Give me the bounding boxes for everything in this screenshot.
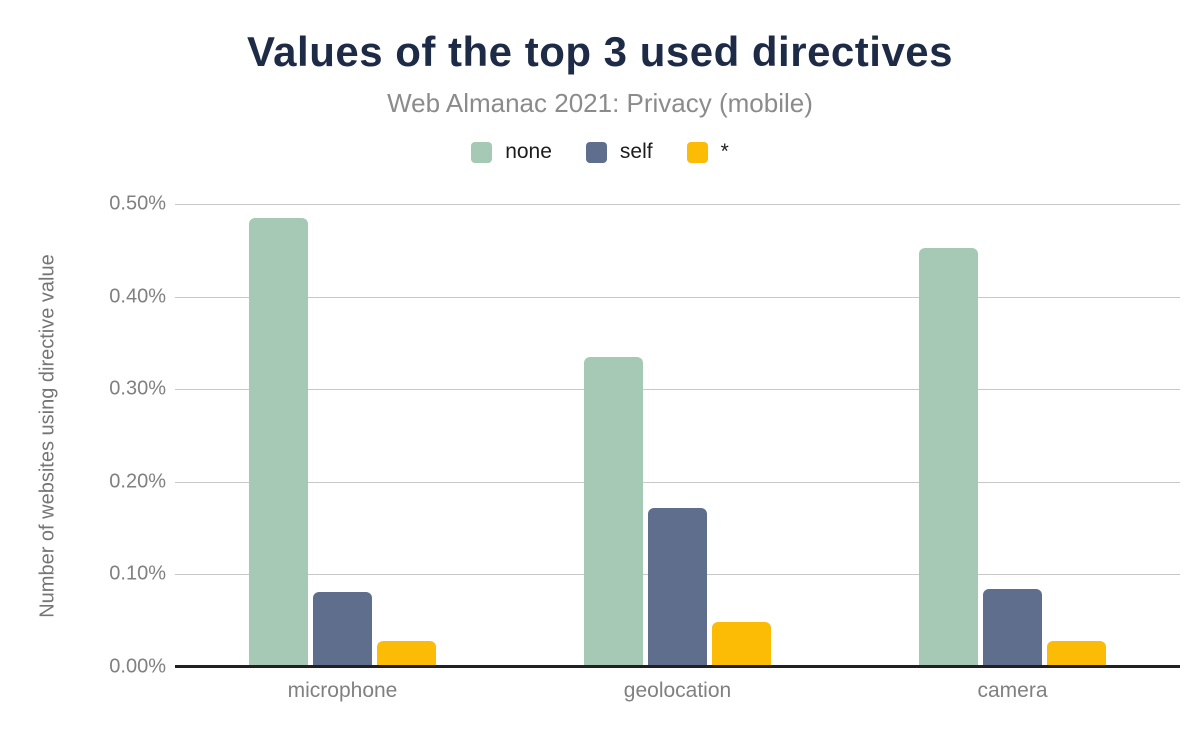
bar-camera-star[interactable] — [1047, 641, 1106, 667]
legend-label: * — [720, 140, 729, 163]
bar-group-geolocation — [510, 204, 845, 667]
x-axis-label-geolocation: geolocation — [623, 679, 732, 702]
legend-item-none[interactable]: none — [471, 140, 552, 164]
x-axis-label-microphone: microphone — [287, 679, 398, 702]
y-axis-ticks: 0.00% 0.10% 0.20% 0.30% 0.40% 0.50% — [0, 193, 166, 678]
bar-group-camera — [845, 204, 1180, 667]
legend-label: none — [505, 140, 552, 163]
bar-group-microphone — [175, 204, 510, 667]
legend-item-self[interactable]: self — [585, 140, 653, 164]
x-axis-line — [175, 665, 1180, 668]
legend-swatch-icon — [686, 141, 708, 163]
y-tick-label: 0.40% — [109, 285, 166, 308]
bar-groups — [175, 204, 1180, 667]
y-tick-label: 0.20% — [109, 470, 166, 493]
legend-swatch-icon — [471, 141, 493, 163]
gridline — [175, 204, 1180, 205]
bar-microphone-none[interactable] — [249, 217, 308, 667]
bar-geolocation-none[interactable] — [584, 356, 643, 667]
x-axis-labels: microphone geolocation camera — [175, 679, 1180, 703]
bar-camera-none[interactable] — [919, 247, 978, 667]
legend-label: self — [619, 140, 653, 163]
legend: none self * — [0, 140, 1200, 164]
gridline — [175, 296, 1180, 298]
plot-area — [175, 204, 1180, 668]
chart-subtitle: Web Almanac 2021: Privacy (mobile) — [387, 88, 813, 118]
y-tick-label: 0.00% — [109, 655, 166, 678]
y-tick-label: 0.10% — [109, 562, 166, 585]
y-tick-label: 0.30% — [109, 377, 166, 400]
x-axis-label-camera: camera — [977, 679, 1048, 702]
legend-item-star[interactable]: * — [686, 140, 729, 164]
y-tick-label: 0.50% — [109, 192, 166, 215]
bar-geolocation-star[interactable] — [712, 621, 771, 667]
chart-title: Values of the top 3 used directives — [246, 28, 954, 75]
gridline — [175, 481, 1180, 483]
gridline — [175, 389, 1180, 391]
bar-microphone-star[interactable] — [377, 641, 436, 667]
bar-geolocation-self[interactable] — [648, 507, 707, 667]
bar-camera-self[interactable] — [983, 589, 1042, 667]
legend-swatch-icon — [585, 141, 607, 163]
bar-microphone-self[interactable] — [313, 592, 372, 667]
